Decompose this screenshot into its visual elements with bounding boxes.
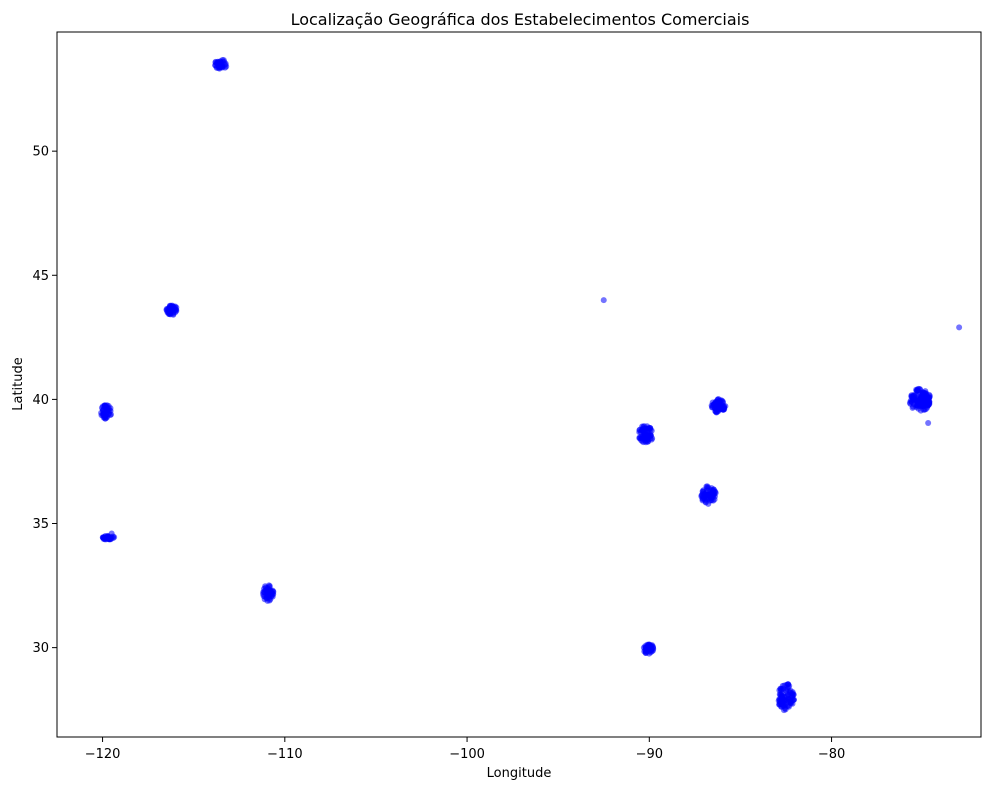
data-point <box>708 487 715 494</box>
data-point <box>102 415 109 422</box>
x-axis-ticks: −120 −110 −100 −90 −80 <box>85 737 845 762</box>
data-point <box>600 297 607 304</box>
x-tick-label: −90 <box>636 747 663 762</box>
points-layer <box>98 57 963 714</box>
data-point <box>106 536 113 543</box>
data-point <box>703 483 710 490</box>
data-point <box>643 435 650 442</box>
data-point <box>166 308 173 315</box>
data-point <box>715 408 722 415</box>
data-point <box>717 401 724 408</box>
data-point <box>260 593 267 600</box>
data-point <box>920 390 927 397</box>
y-tick-label: 50 <box>32 145 49 160</box>
data-point <box>779 693 786 700</box>
data-point <box>782 697 789 704</box>
data-point <box>644 428 651 435</box>
data-point <box>913 386 920 393</box>
data-point <box>920 403 927 410</box>
data-point <box>98 409 105 416</box>
data-point <box>104 402 111 409</box>
data-point <box>216 63 223 70</box>
y-tick-label: 45 <box>32 269 49 284</box>
data-point <box>641 423 648 430</box>
data-point <box>778 686 785 692</box>
data-point <box>269 593 276 600</box>
data-point <box>108 530 115 537</box>
plot-frame <box>56 31 982 738</box>
data-point <box>703 491 710 498</box>
data-point <box>222 60 229 67</box>
data-point <box>917 407 924 414</box>
x-axis-label: Longitude <box>487 766 552 781</box>
y-tick-label: 35 <box>32 517 49 532</box>
x-tick-label: −110 <box>267 747 303 762</box>
data-point <box>926 398 933 405</box>
data-point <box>775 697 782 704</box>
data-point <box>911 391 918 398</box>
data-point <box>710 493 717 500</box>
data-point <box>708 404 715 411</box>
y-tick-label: 40 <box>32 393 49 408</box>
data-point <box>906 399 913 406</box>
data-point <box>915 402 922 409</box>
chart-title: Localização Geográfica dos Estabelecimen… <box>291 10 750 29</box>
data-point <box>956 324 963 331</box>
y-axis-ticks: 30 35 40 45 50 <box>32 145 57 656</box>
y-axis-label: Latitude <box>11 357 26 411</box>
data-point <box>787 699 794 706</box>
data-point <box>925 419 932 426</box>
x-tick-label: −120 <box>85 747 121 762</box>
x-tick-label: −100 <box>449 747 485 762</box>
data-point <box>648 436 655 443</box>
x-tick-label: −80 <box>818 747 845 762</box>
data-point <box>783 687 790 694</box>
y-tick-label: 30 <box>32 641 49 656</box>
data-point <box>649 642 656 649</box>
data-point <box>642 644 649 651</box>
